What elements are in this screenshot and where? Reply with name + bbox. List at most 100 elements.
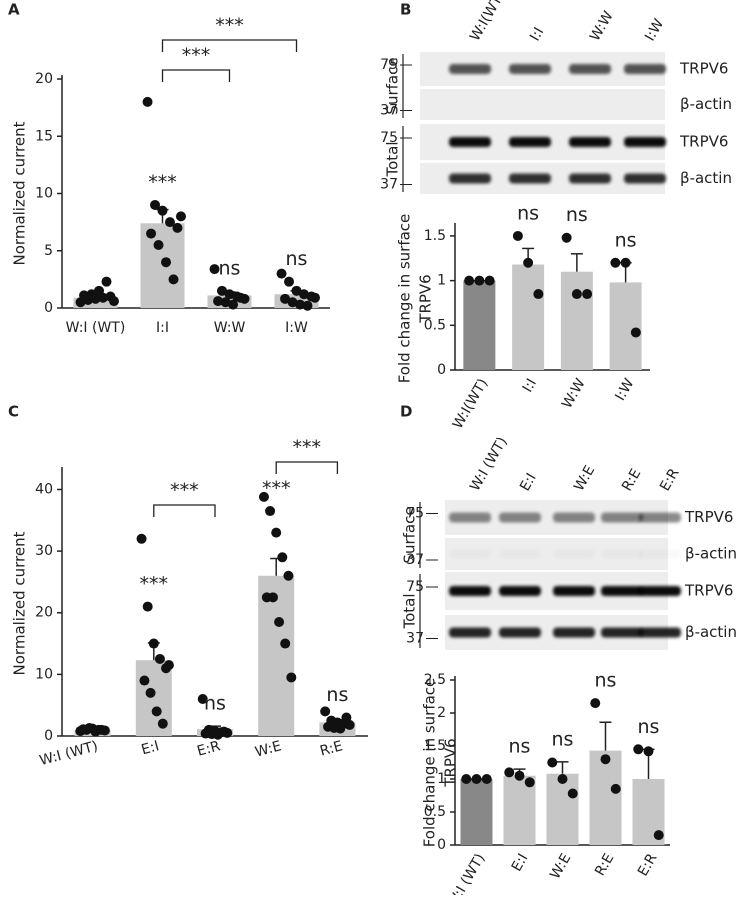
y-tick-label: 0 [44,728,53,744]
data-point [302,300,313,311]
significance-label: ns [204,693,226,715]
lane-label: E:R [657,466,683,494]
blot-band [499,549,541,559]
data-point [142,96,153,107]
blot-band [569,137,611,147]
data-point [582,289,593,300]
data-point [277,552,288,563]
lane-label: I:I [527,25,547,44]
blot-row [420,89,665,120]
blot-band [449,627,491,638]
x-tick-label: W:I (WT) [445,851,489,895]
x-tick-label: E:R [635,851,661,879]
data-point [209,264,220,275]
blot-band [639,627,681,638]
blot-band [553,549,595,559]
blot-band [499,586,541,596]
y-tick-label: 1.5 [424,228,446,244]
blot-band [509,137,551,147]
group-label: Surface [384,57,402,114]
data-point [341,712,352,723]
band-label: β-actin [680,169,732,187]
data-point [157,205,168,216]
marker-label: 75 [406,506,424,522]
significance-label: ns [552,728,574,750]
blot-band [499,627,541,638]
blot-band [509,173,551,184]
blot-band [449,586,491,596]
data-point [630,327,641,338]
blot-band [449,173,491,184]
data-point [197,694,208,705]
data-point [295,299,306,310]
data-point [154,653,165,664]
data-point [320,706,331,717]
data-point [610,783,621,794]
y-axis-label: TRPV6 [442,738,460,787]
data-point [600,754,611,765]
data-point [258,491,269,502]
data-point [620,257,631,268]
y-tick-label: 2 [437,705,446,721]
data-point [163,660,174,671]
data-point [590,698,601,709]
y-tick-label: 20 [35,605,53,621]
data-point [267,592,278,603]
marker-label: 75 [380,57,398,73]
data-point [265,506,276,517]
lane-label: W:W [587,9,617,44]
x-tick-label: I:W [285,320,308,336]
significance-label: ns [595,670,617,692]
marker-label: 75 [406,579,424,595]
data-point [157,718,168,729]
y-tick-label: 30 [35,543,53,559]
x-tick-label: I:W [612,376,637,404]
data-point [610,257,621,268]
band-label: TRPV6 [684,508,733,526]
panel-label: B [400,1,411,19]
marker-label: 37 [380,103,398,119]
y-tick-label: 20 [35,71,53,87]
bar [589,750,622,845]
bar [560,271,593,370]
bar [512,264,545,370]
blot-band [601,627,643,638]
blot-band [553,627,595,638]
marker-label: 37 [380,177,398,193]
blot-band [624,64,666,74]
data-point [219,726,229,737]
y-axis-label: Fold change in surface [396,214,414,384]
data-point [161,257,172,268]
significance-bracket [275,461,339,474]
data-point [309,292,320,303]
band-label: β-actin [685,623,736,641]
data-point [464,275,475,286]
bracket-label: *** [170,480,199,502]
group-label: Surface [401,506,419,563]
bracket-label: *** [293,437,322,459]
y-tick-label: 0 [437,837,446,853]
significance-label: ns [286,248,308,270]
blot-band [449,64,491,74]
bar [463,280,496,370]
blot-band [624,173,666,184]
lane-label: W:E [571,463,598,494]
x-tick-label: E:I [509,851,532,874]
data-point [175,211,186,222]
band-label: β-actin [680,95,732,113]
data-point [283,570,294,581]
significance-label: *** [140,573,169,595]
data-point [168,274,179,285]
bar [546,773,579,845]
data-point [96,724,107,735]
data-point [139,675,150,686]
data-point [512,230,523,241]
marker-label: 75 [380,130,398,146]
data-point [217,285,228,296]
blot-band [449,137,491,147]
blot-band [449,549,491,559]
data-point [280,293,291,304]
data-point [145,687,156,698]
y-tick-label: 1 [437,771,446,787]
